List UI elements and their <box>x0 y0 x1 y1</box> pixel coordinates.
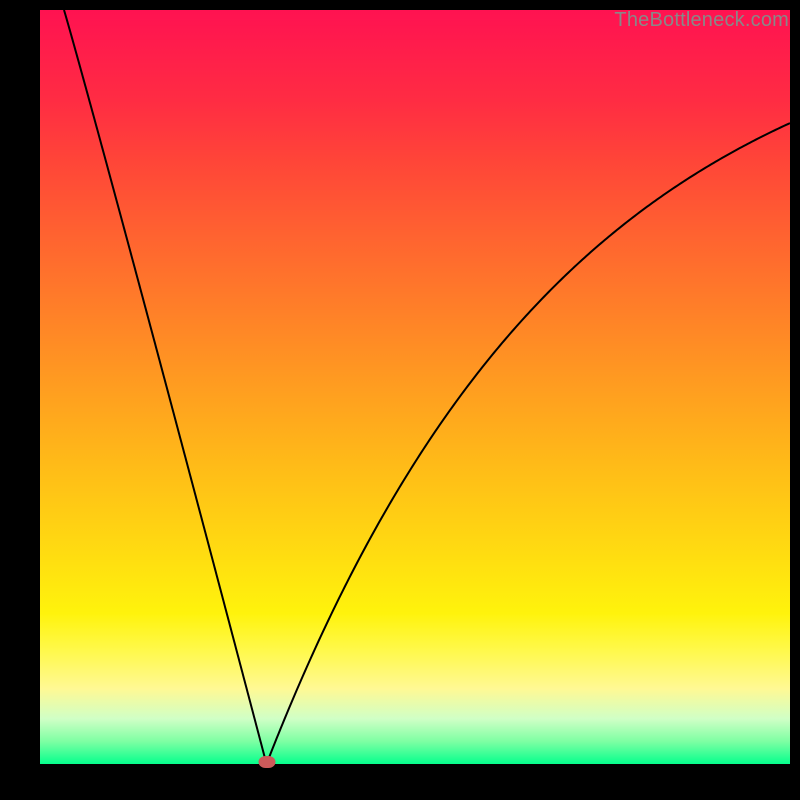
chart-canvas: TheBottleneck.com <box>0 0 800 800</box>
minimum-marker <box>258 756 275 768</box>
plot-area <box>40 10 790 764</box>
watermark-label: TheBottleneck.com <box>614 10 789 30</box>
